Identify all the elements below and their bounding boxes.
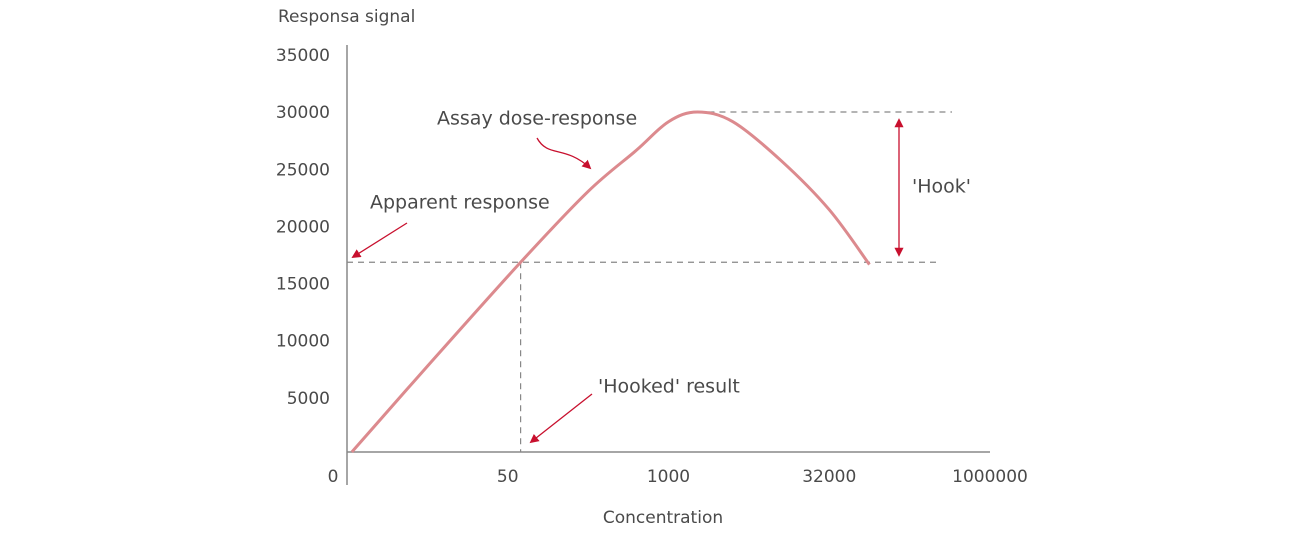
x-tick-label: 1000000 — [952, 467, 1028, 487]
arrow — [351, 222, 408, 258]
y-tick-label: 25000 — [276, 160, 330, 180]
x-tick-label: 50 — [497, 467, 519, 487]
y-tick-label: 5000 — [287, 389, 330, 409]
y-tick-label: 15000 — [276, 275, 330, 295]
annotation: 'Hook' — [912, 176, 971, 198]
arrow — [529, 393, 593, 444]
x-tick-label: 0 — [328, 467, 339, 487]
x-axis-title: Concentration — [603, 508, 723, 528]
y-tick-label: 20000 — [276, 217, 330, 237]
x-tick-label: 1000 — [647, 467, 690, 487]
line — [350, 110, 871, 453]
y-tick-label: 10000 — [276, 332, 330, 352]
annotation: Apparent response — [370, 192, 550, 214]
annotation: 'Hooked' result — [598, 376, 740, 398]
y-tick-label: 35000 — [276, 46, 330, 66]
annotation: Assay dose-response — [437, 108, 637, 130]
plot — [347, 110, 952, 453]
y-axis-title: Responsa signal — [278, 7, 415, 27]
x-tick-label: 32000 — [802, 467, 856, 487]
arrow — [536, 137, 592, 170]
y-tick-label: 30000 — [276, 103, 330, 123]
